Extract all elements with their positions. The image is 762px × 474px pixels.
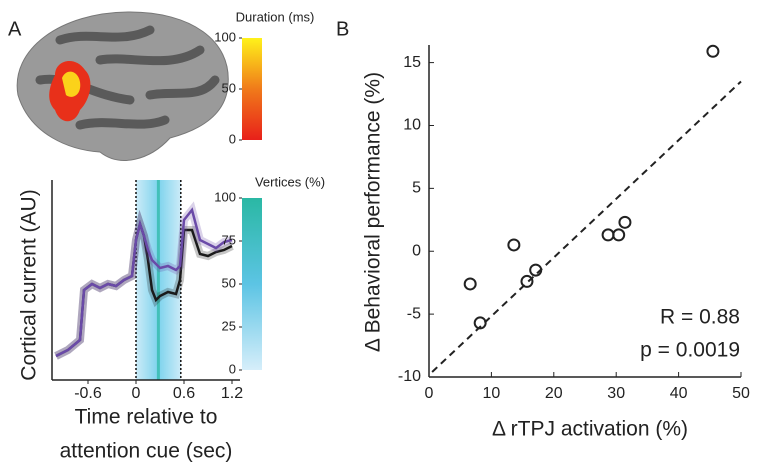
x-tick-label: 10: [483, 385, 501, 402]
x-tick-label: 20: [545, 385, 563, 402]
x-tick-label: 40: [670, 385, 688, 402]
y-tick-label: 5: [412, 180, 421, 197]
y-tick-label: 10: [403, 117, 421, 134]
x-tick-label: 1.2: [221, 385, 243, 402]
point: [612, 228, 626, 242]
tick-label: 100: [214, 29, 236, 44]
tick-label: 0: [229, 131, 236, 146]
tick-label: 50: [222, 80, 236, 95]
trend-line: [431, 80, 742, 373]
y-axis-label: Cortical current (AU): [18, 189, 41, 380]
colorbar: [242, 198, 262, 370]
annotation: p = 0.0019: [640, 339, 740, 362]
x-axis-label: Time relative to: [75, 406, 218, 429]
x-axis-label: attention cue (sec): [60, 440, 233, 463]
tick-label: 75: [222, 232, 236, 247]
point: [618, 215, 632, 229]
point: [463, 277, 477, 291]
point: [706, 44, 720, 58]
tick-label: 50: [222, 275, 236, 290]
line: [55, 207, 233, 358]
annotation: R = 0.88: [660, 306, 740, 329]
y-tick-label: -5: [407, 305, 421, 322]
x-tick-label: -0.6: [74, 385, 102, 402]
y-axis-label: Δ Behavioral performance (%): [362, 72, 385, 352]
point: [473, 316, 487, 330]
point: [601, 228, 615, 242]
brain-image: [16, 11, 229, 161]
y-tick-label: 15: [403, 54, 421, 71]
x-tick-label: 50: [732, 385, 750, 402]
tick-label: 100: [214, 189, 236, 204]
panel-label: A: [8, 18, 22, 40]
colorbar-title: Duration (ms): [236, 9, 315, 24]
y-tick-label: -10: [398, 368, 421, 385]
point: [507, 238, 521, 252]
x-axis-label: Δ rTPJ activation (%): [492, 418, 688, 441]
x-tick-label: 30: [607, 385, 625, 402]
y-tick-label: 0: [412, 242, 421, 259]
tick-label: 0: [229, 361, 236, 376]
point: [520, 274, 534, 288]
point: [529, 263, 543, 277]
colorbar-title: Vertices (%): [255, 174, 325, 189]
colorbar: [242, 38, 262, 140]
x-tick-label: 0: [132, 385, 141, 402]
x-tick-label: 0.6: [173, 385, 195, 402]
x-tick-label: 0: [425, 385, 434, 402]
tick-label: 25: [222, 318, 236, 333]
panel-label: B: [336, 18, 349, 40]
